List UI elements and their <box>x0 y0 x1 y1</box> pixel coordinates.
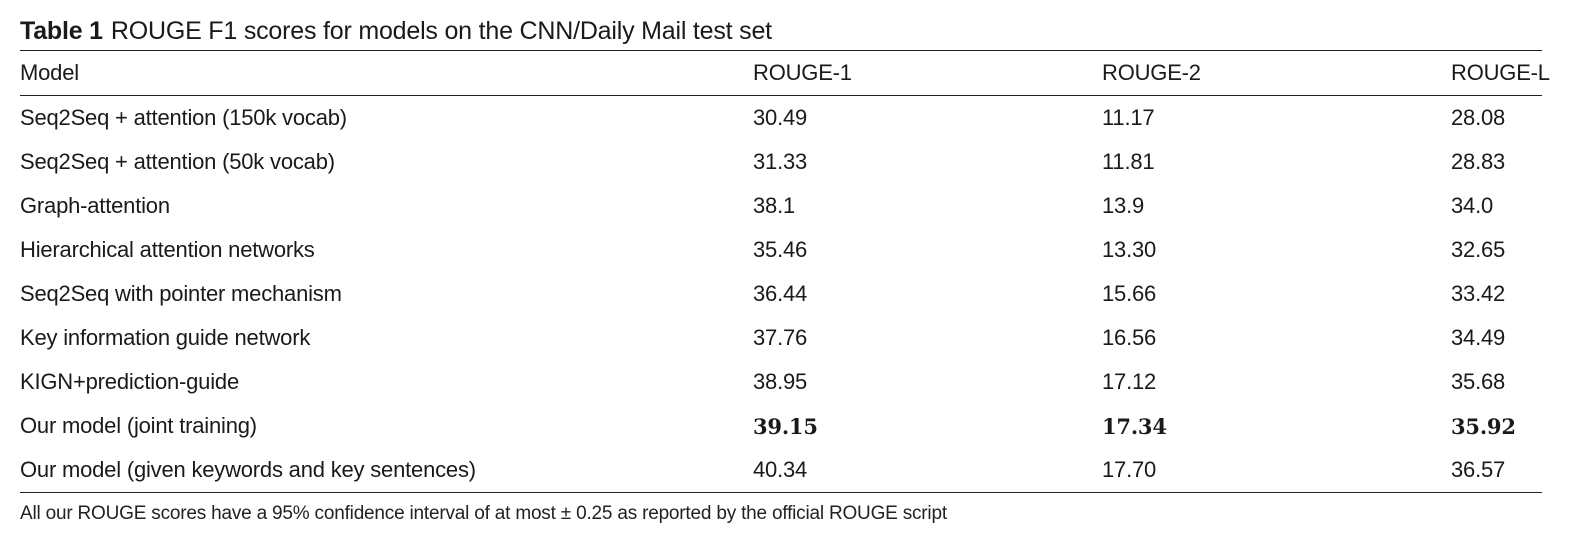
cell-rouge-l: 34.0 <box>1451 193 1494 218</box>
table-row: Graph-attention 38.1 13.9 34.0 <box>20 184 1542 228</box>
cell-rouge-1: 36.44 <box>753 281 808 306</box>
cell-model: Hierarchical attention networks <box>20 237 315 262</box>
table-row: Seq2Seq + attention (50k vocab) 31.33 11… <box>20 140 1542 184</box>
table-header-row: Model ROUGE-1 ROUGE-2 ROUGE-L <box>20 50 1550 96</box>
cell-rouge-2: 13.9 <box>1102 193 1145 218</box>
cell-rouge-l: 28.08 <box>1451 105 1506 130</box>
header-model: Model <box>20 50 753 96</box>
cell-rouge-1: 35.46 <box>753 237 808 262</box>
cell-rouge-l: 34.49 <box>1451 325 1506 350</box>
results-table-figure: Table 1 ROUGE F1 scores for models on the… <box>20 14 1550 527</box>
table-row: Hierarchical attention networks 35.46 13… <box>20 228 1542 272</box>
cell-rouge-2: 17.12 <box>1102 369 1157 394</box>
table-row-best: Our model (joint training) 39.15 17.34 3… <box>20 404 1542 448</box>
table-caption-label: Table 1 <box>20 17 103 45</box>
cell-model: Seq2Seq + attention (50k vocab) <box>20 149 335 174</box>
cell-rouge-2: 16.56 <box>1102 325 1157 350</box>
cell-rouge-l: 35.68 <box>1451 369 1506 394</box>
cell-model: Our model (joint training) <box>20 413 257 438</box>
table-row: Seq2Seq + attention (150k vocab) 30.49 1… <box>20 96 1542 141</box>
cell-rouge-1: 30.49 <box>753 105 808 130</box>
cell-rouge-l: 28.83 <box>1451 149 1506 174</box>
cell-model: Seq2Seq + attention (150k vocab) <box>20 105 347 130</box>
cell-rouge-1: 38.1 <box>753 193 796 218</box>
table-row: KIGN+prediction-guide 38.95 17.12 35.68 <box>20 360 1542 404</box>
cell-rouge-2-best: 17.34 <box>1102 413 1167 439</box>
cell-model: KIGN+prediction-guide <box>20 369 239 394</box>
cell-rouge-l: 36.57 <box>1451 457 1506 482</box>
cell-rouge-l: 33.42 <box>1451 281 1506 306</box>
table-row: Our model (given keywords and key senten… <box>20 448 1542 493</box>
header-rouge-l: ROUGE-L <box>1451 50 1550 96</box>
table-caption-text: ROUGE F1 scores for models on the CNN/Da… <box>110 17 772 45</box>
cell-model: Our model (given keywords and key senten… <box>20 457 476 482</box>
cell-rouge-1: 38.95 <box>753 369 808 394</box>
header-rouge-1: ROUGE-1 <box>753 50 1102 96</box>
cell-rouge-2: 17.70 <box>1102 457 1157 482</box>
cell-rouge-1: 40.34 <box>753 457 808 482</box>
cell-rouge-1-best: 39.15 <box>753 413 818 439</box>
header-rouge-2: ROUGE-2 <box>1102 50 1451 96</box>
cell-rouge-2: 13.30 <box>1102 237 1157 262</box>
cell-model: Graph-attention <box>20 193 170 218</box>
table-footnote: All our ROUGE scores have a 95% confiden… <box>20 503 947 524</box>
table-row: Key information guide network 37.76 16.5… <box>20 316 1542 360</box>
cell-rouge-1: 37.76 <box>753 325 808 350</box>
rouge-scores-table: Model ROUGE-1 ROUGE-2 ROUGE-L Seq2Seq + … <box>20 50 1550 493</box>
cell-rouge-l: 32.65 <box>1451 237 1506 262</box>
cell-rouge-2: 11.81 <box>1102 149 1155 174</box>
table-caption: Table 1 ROUGE F1 scores for models on the… <box>20 14 1542 50</box>
cell-rouge-2: 11.17 <box>1102 105 1155 130</box>
cell-model: Key information guide network <box>20 325 311 350</box>
cell-rouge-1: 31.33 <box>753 149 808 174</box>
cell-rouge-l-best: 35.92 <box>1451 413 1516 439</box>
cell-rouge-2: 15.66 <box>1102 281 1157 306</box>
cell-model: Seq2Seq with pointer mechanism <box>20 281 342 306</box>
table-row: Seq2Seq with pointer mechanism 36.44 15.… <box>20 272 1542 316</box>
